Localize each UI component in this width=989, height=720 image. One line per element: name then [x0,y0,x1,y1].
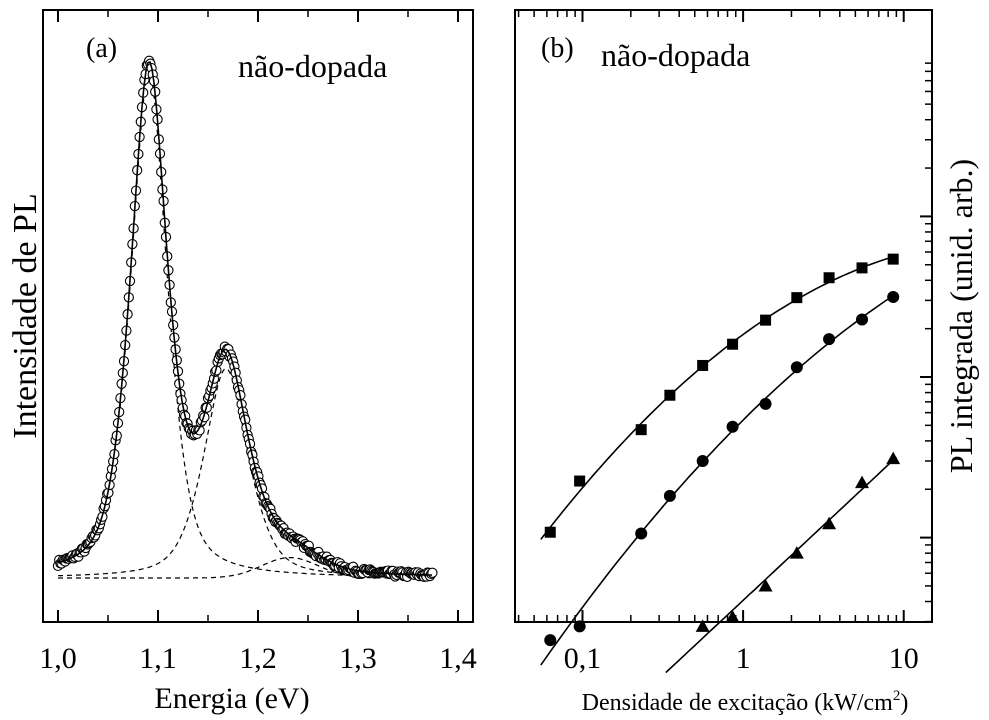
panel-b-triangle-point [789,546,804,559]
panel-b-square-point [664,389,676,401]
panel-b-circle-point [856,313,869,326]
panel-b-circle-point [823,333,836,346]
panel-b-square-point [574,475,586,487]
panel-a-annotation: não-dopada [238,48,387,84]
panel-b-circle-point [887,290,900,303]
panel-a-label: (a) [86,33,117,64]
panel-b-label: (b) [541,33,574,64]
panel-a-xtick-label: 1,2 [239,642,277,675]
panel-b-triangle-point [822,516,837,530]
panel-b-ticks [517,10,932,623]
panel-b: 0,1 1 10 (b) não-dopada Densidade de excit… [514,9,979,716]
panel-b-xlabel-close: ) [900,690,908,716]
panel-b-xtick-label: 1 [736,642,751,675]
panel-b-xlabel-sup: 2 [893,688,901,704]
panel-a-ylabel: Intensidade de PL [7,193,44,439]
panel-b-square-point [544,526,556,538]
panel-b-square-point [697,359,709,371]
panel-b-triangle-point [886,451,901,465]
panel-a-xtick-label: 1,3 [339,642,377,675]
panel-b-circle-point [726,420,739,433]
panel-b-fit-line-3 [665,456,897,674]
panel-a-xtick-label: 1,0 [39,642,77,675]
panel-b-ylabel: PL integrada (unid. arb.) [943,159,979,473]
panel-b-fit-line-2 [540,292,897,666]
panel-b-triangle-point [725,610,740,623]
panel-b-circle-point [544,634,557,647]
panel-b-circle-point [790,361,803,374]
panel-b-xlabel: Densidade de excitação (kW/cm2) [582,688,909,716]
panel-a-component-3 [58,557,426,579]
panel-b-square-point [727,338,739,350]
panel-b-square-point [760,314,772,326]
panel-a-fit-line [57,61,433,576]
panel-b-square-point [856,262,868,274]
panel-a-xlabel: Energia (eV) [154,682,309,715]
panel-a-data-point [427,567,438,578]
panel-b-xlabel-main: Densidade de excitação (kW/cm [582,690,894,716]
panel-b-fit-line-1 [540,255,897,540]
panel-b-circle-point [573,620,586,633]
panel-b-marks [540,253,901,674]
panel-b-annotation: não-dopada [601,37,750,73]
panel-a-xtick-label: 1,4 [439,642,477,675]
panel-b-circle-point [635,527,648,540]
panel-b-triangle-point [695,619,710,632]
panel-a: 1,0 1,1 1,2 1,3 1,4 (a) não-dopada Energia (… [7,9,477,715]
panel-b-square-point [823,272,835,284]
panel-b-square-point [635,424,647,436]
panel-b-square-point [791,292,803,304]
panel-b-tick-labels: 0,1 1 10 [564,642,919,675]
panel-b-xtick-label: 10 [889,642,919,675]
panel-b-triangle-point [758,578,773,592]
panel-b-frame [514,9,933,623]
panel-b-xtick-label: 0,1 [564,642,602,675]
panel-b-triangle-point [855,475,870,489]
panel-a-marks [52,55,438,582]
panel-b-circle-point [663,489,676,502]
panel-a-frame [42,9,474,623]
panel-a-tick-labels: 1,0 1,1 1,2 1,3 1,4 [39,642,477,675]
panel-a-component-1 [57,72,427,578]
panel-b-circle-point [696,454,709,467]
panel-b-square-point [887,253,899,265]
panel-a-xtick-label: 1,1 [139,642,177,675]
panel-b-circle-point [759,397,772,410]
panel-a-ticks [57,10,459,622]
